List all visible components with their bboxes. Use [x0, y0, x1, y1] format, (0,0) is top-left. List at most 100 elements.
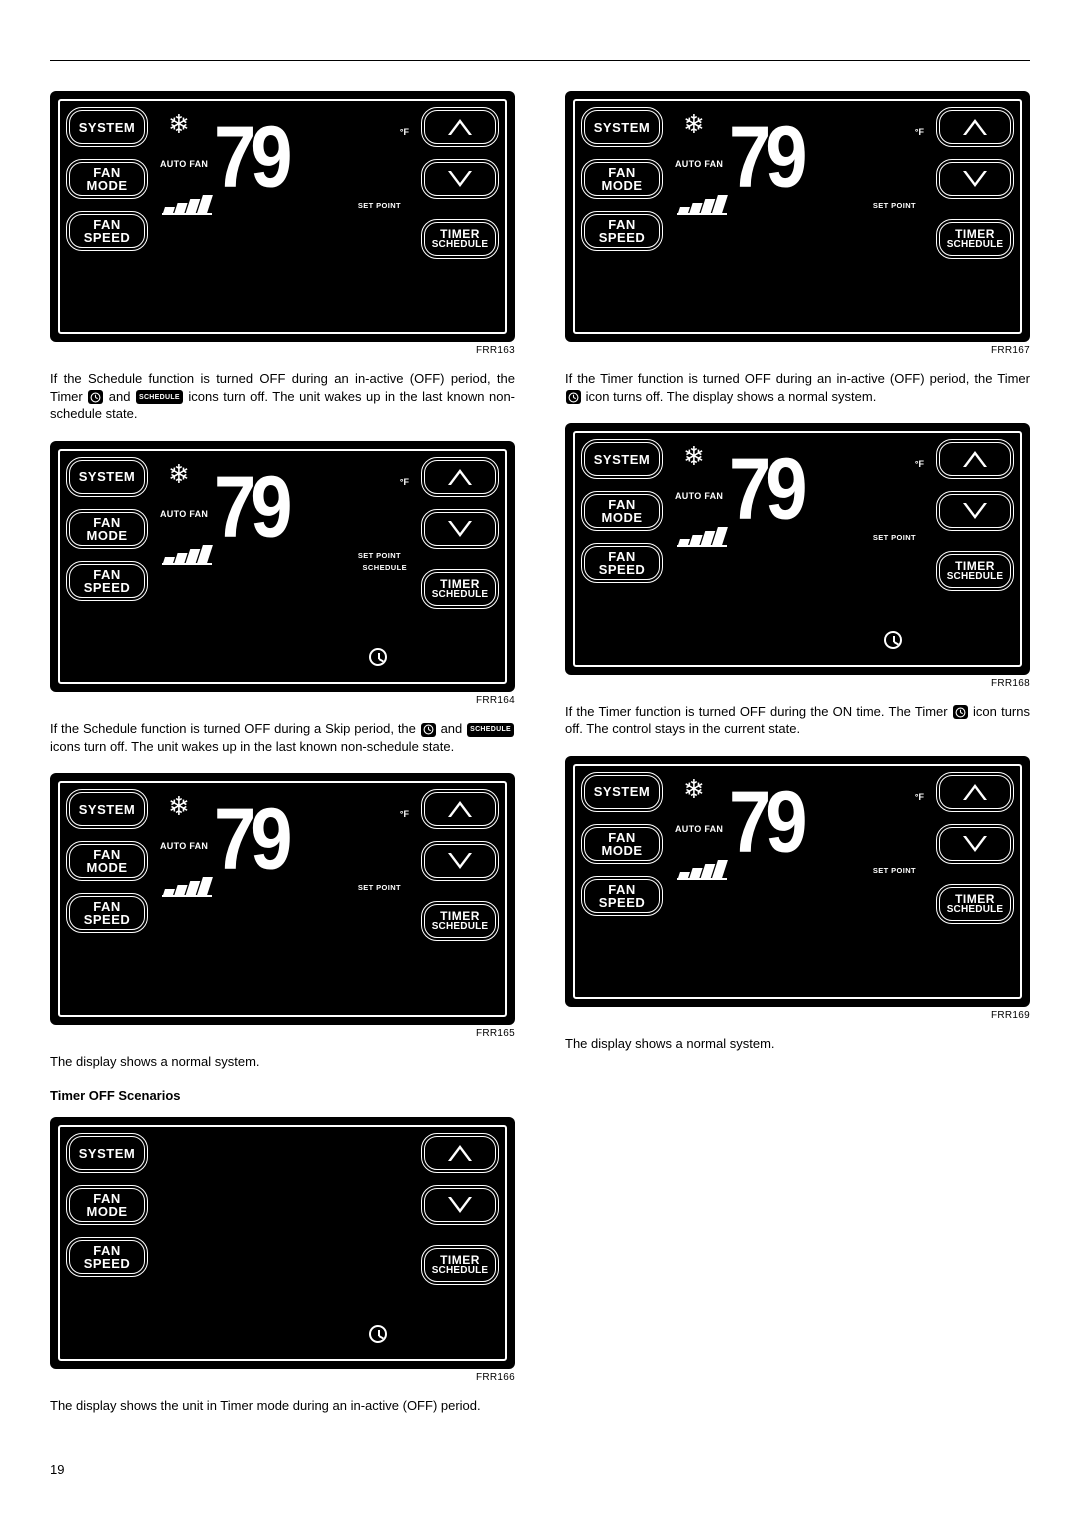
figure-caption: If the Timer function is turned OFF duri…	[565, 703, 1030, 738]
panel-inner: SYSTEM FANMODE FANSPEED TIMERSCHEDULE❄AU…	[58, 781, 507, 1016]
timer-schedule-button[interactable]: TIMERSCHEDULE	[421, 1245, 499, 1285]
display-center: ❄AUTO FAN79°FSET POINT	[671, 770, 928, 993]
fan-mode-button[interactable]: FANMODE	[581, 491, 663, 531]
fan-speed-button[interactable]: FANSPEED	[581, 876, 663, 916]
auto-fan-label: AUTO FAN	[160, 159, 208, 169]
degree-unit: °F	[915, 459, 924, 469]
timer-schedule-button[interactable]: TIMERSCHEDULE	[936, 551, 1014, 591]
up-button[interactable]	[421, 789, 499, 829]
page-rule	[50, 60, 1030, 61]
schedule-label: SCHEDULE	[363, 563, 407, 572]
fan-speed-button[interactable]: FANSPEED	[66, 893, 148, 933]
panel-inner: SYSTEM FANMODE FANSPEED TIMERSCHEDULE	[58, 1125, 507, 1360]
thermostat-panel: SYSTEM FANMODE FANSPEED TIMERSCHEDULE ❄ AU…	[565, 423, 1030, 674]
timer-schedule-button[interactable]: TIMERSCHEDULE	[421, 901, 499, 941]
thermostat-panel: SYSTEM FANMODE FANSPEED TIMERSCHEDULE ❄ AU…	[50, 91, 515, 342]
down-button[interactable]	[421, 841, 499, 881]
temperature-value: 79	[729, 788, 802, 858]
fan-speed-button[interactable]: FANSPEED	[66, 561, 148, 601]
snowflake-icon: ❄	[683, 443, 705, 469]
arrow-down-icon	[448, 1197, 472, 1213]
down-button[interactable]	[421, 159, 499, 199]
timer-clock-icon	[884, 631, 902, 649]
degree-unit: °F	[400, 127, 409, 137]
figure-block: SYSTEM FANMODE FANSPEED TIMERSCHEDULE FR…	[50, 1117, 515, 1382]
arrow-up-icon	[448, 469, 472, 485]
fan-mode-button[interactable]: FANMODE	[581, 824, 663, 864]
arrow-up-icon	[963, 784, 987, 800]
timer-clock-icon	[369, 648, 387, 666]
figure-id: FRR166	[50, 1372, 515, 1383]
set-point-label: SET POINT	[873, 533, 916, 542]
left-column: SYSTEM FANMODE FANSPEED TIMERSCHEDULE ❄ AU…	[50, 91, 515, 1432]
down-button[interactable]	[421, 1185, 499, 1225]
panel-inner: SYSTEM FANMODE FANSPEED TIMERSCHEDULE❄AU…	[573, 764, 1022, 999]
snowflake-icon: ❄	[168, 111, 190, 137]
auto-fan-label: AUTO FAN	[675, 491, 723, 501]
right-column: SYSTEM FANMODE FANSPEED TIMERSCHEDULE ❄ AU…	[565, 91, 1030, 1432]
fan-mode-button[interactable]: FANMODE	[66, 1185, 148, 1225]
up-button[interactable]	[936, 772, 1014, 812]
fan-speed-button[interactable]: FANSPEED	[66, 1237, 148, 1277]
two-column-layout: SYSTEM FANMODE FANSPEED TIMERSCHEDULE ❄ AU…	[50, 91, 1030, 1432]
fan-mode-button[interactable]: FANMODE	[66, 159, 148, 199]
fan-speed-button[interactable]: FANSPEED	[581, 543, 663, 583]
snowflake-icon: ❄	[683, 111, 705, 137]
figure-caption: If the Timer function is turned OFF duri…	[565, 370, 1030, 405]
up-button[interactable]	[421, 107, 499, 147]
arrow-down-icon	[963, 836, 987, 852]
page-number: 19	[50, 1462, 1030, 1477]
fan-speed-bars-icon	[162, 877, 212, 897]
up-button[interactable]	[421, 1133, 499, 1173]
set-point-label: SET POINT	[358, 883, 401, 892]
fan-mode-button[interactable]: FANMODE	[581, 159, 663, 199]
figure-block: SYSTEM FANMODE FANSPEED TIMERSCHEDULE❄AU…	[565, 91, 1030, 356]
down-button[interactable]	[936, 824, 1014, 864]
display-center: ❄AUTO FAN79°FSET POINT	[671, 105, 928, 328]
system-button[interactable]: SYSTEM	[581, 439, 663, 479]
timer-schedule-button[interactable]: TIMERSCHEDULE	[421, 219, 499, 259]
timer-schedule-button[interactable]: TIMERSCHEDULE	[421, 569, 499, 609]
system-button[interactable]: SYSTEM	[581, 107, 663, 147]
system-button[interactable]: SYSTEM	[581, 772, 663, 812]
arrow-up-icon	[963, 119, 987, 135]
temperature-value: 79	[214, 805, 287, 875]
figure-caption: If the Schedule function is turned OFF d…	[50, 370, 515, 423]
arrow-up-icon	[448, 1145, 472, 1161]
degree-unit: °F	[915, 127, 924, 137]
fan-mode-button[interactable]: FANMODE	[66, 509, 148, 549]
set-point-label: SET POINT	[358, 551, 401, 560]
system-button[interactable]: SYSTEM	[66, 789, 148, 829]
timer-schedule-button[interactable]: TIMERSCHEDULE	[936, 884, 1014, 924]
down-button[interactable]	[936, 159, 1014, 199]
figure-block: SYSTEM FANMODE FANSPEED TIMERSCHEDULE ❄ AU…	[565, 423, 1030, 688]
figure-block: SYSTEM FANMODE FANSPEED TIMERSCHEDULE❄AU…	[50, 441, 515, 706]
figure-id: FRR167	[565, 345, 1030, 356]
down-button[interactable]	[936, 491, 1014, 531]
figure-id: FRR165	[50, 1028, 515, 1039]
system-button[interactable]: SYSTEM	[66, 457, 148, 497]
figure-id: FRR169	[565, 1010, 1030, 1021]
system-button[interactable]: SYSTEM	[66, 1133, 148, 1173]
temperature-value: 79	[214, 473, 287, 543]
auto-fan-label: AUTO FAN	[675, 824, 723, 834]
fan-mode-button[interactable]: FANMODE	[66, 841, 148, 881]
up-button[interactable]	[421, 457, 499, 497]
arrow-down-icon	[963, 171, 987, 187]
arrow-up-icon	[448, 119, 472, 135]
arrow-up-icon	[448, 801, 472, 817]
fan-speed-button[interactable]: FANSPEED	[581, 211, 663, 251]
panel-inner: SYSTEM FANMODE FANSPEED TIMERSCHEDULE ❄ AU…	[573, 431, 1022, 666]
fan-speed-button[interactable]: FANSPEED	[66, 211, 148, 251]
timer-schedule-button[interactable]: TIMERSCHEDULE	[936, 219, 1014, 259]
up-button[interactable]	[936, 107, 1014, 147]
arrow-up-icon	[963, 451, 987, 467]
arrow-down-icon	[448, 853, 472, 869]
temperature-value: 79	[729, 123, 802, 193]
figure-caption: The display shows the unit in Timer mode…	[50, 1397, 515, 1415]
system-button[interactable]: SYSTEM	[66, 107, 148, 147]
figure-block: SYSTEM FANMODE FANSPEED TIMERSCHEDULE ❄ AU…	[50, 91, 515, 356]
down-button[interactable]	[421, 509, 499, 549]
up-button[interactable]	[936, 439, 1014, 479]
arrow-down-icon	[448, 171, 472, 187]
